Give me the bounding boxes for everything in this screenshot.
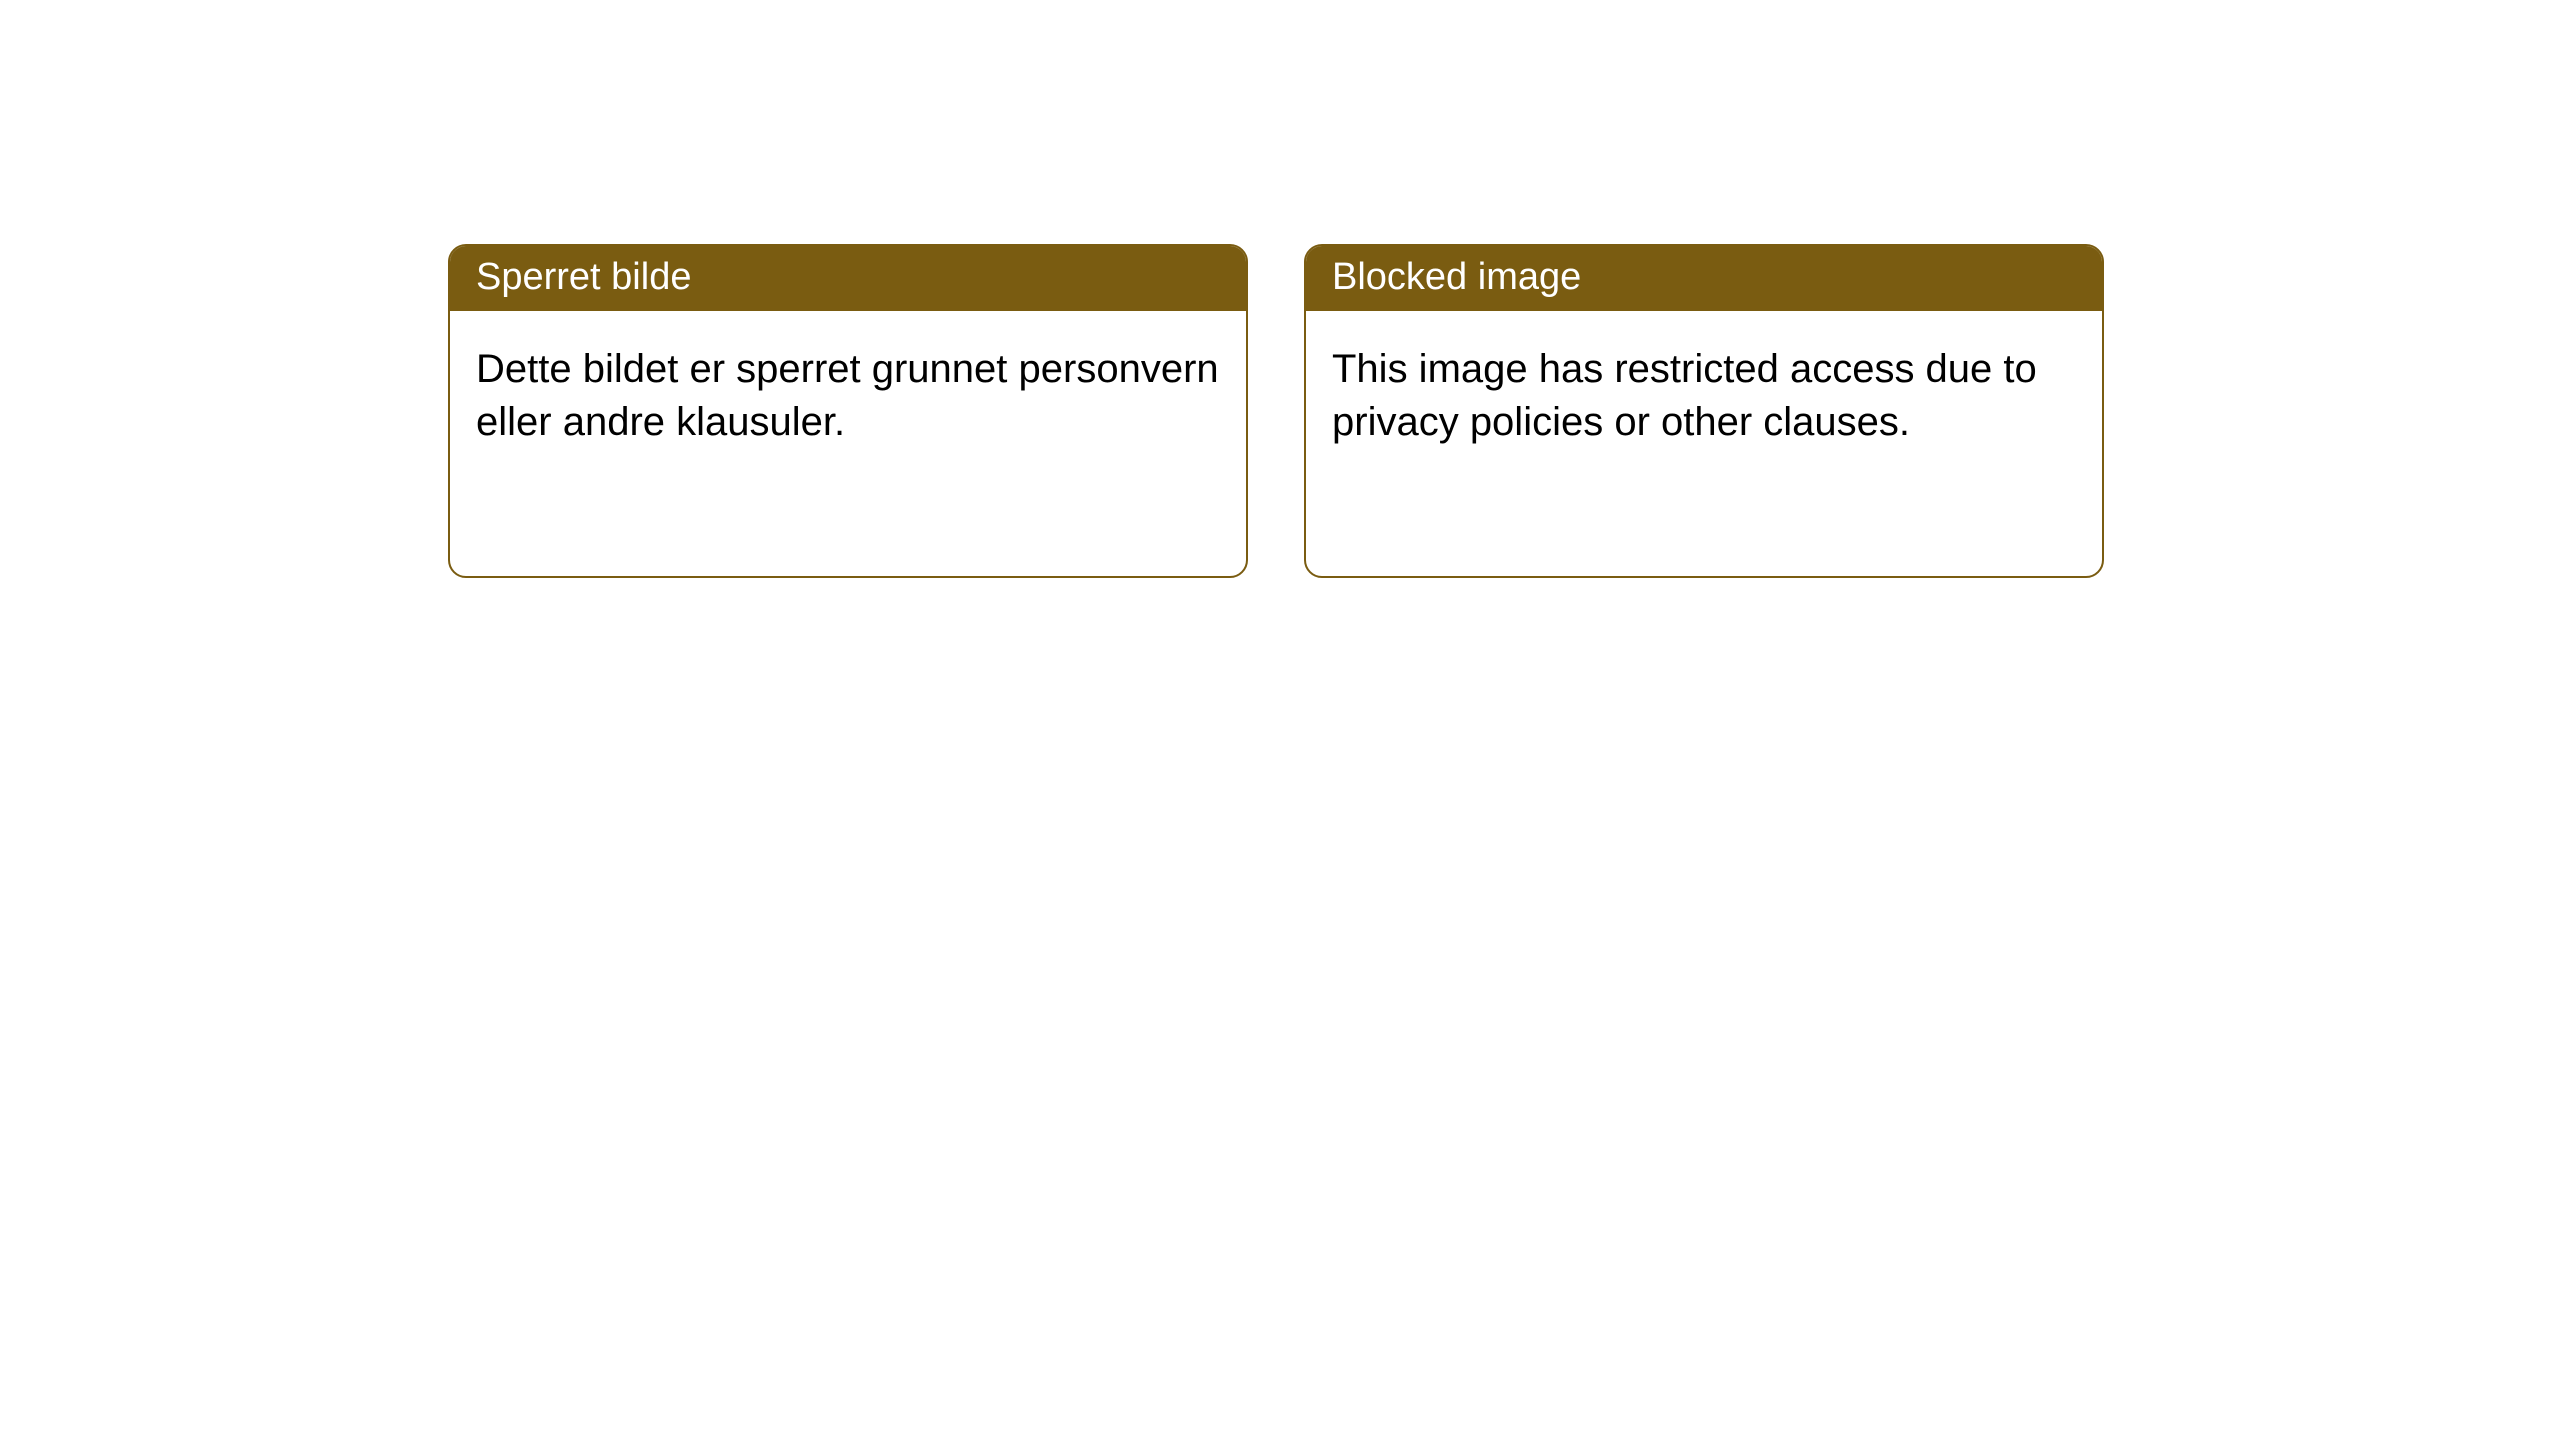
card-header-en: Blocked image xyxy=(1306,246,2102,311)
card-body-en: This image has restricted access due to … xyxy=(1306,311,2102,481)
card-title-no: Sperret bilde xyxy=(476,256,691,298)
card-header-no: Sperret bilde xyxy=(450,246,1246,311)
blocked-image-card-no: Sperret bilde Dette bildet er sperret gr… xyxy=(448,244,1248,578)
card-body-text-no: Dette bildet er sperret grunnet personve… xyxy=(476,347,1219,444)
card-body-text-en: This image has restricted access due to … xyxy=(1332,347,2037,444)
blocked-image-card-en: Blocked image This image has restricted … xyxy=(1304,244,2104,578)
card-body-no: Dette bildet er sperret grunnet personve… xyxy=(450,311,1246,481)
notice-cards-container: Sperret bilde Dette bildet er sperret gr… xyxy=(448,244,2104,578)
card-title-en: Blocked image xyxy=(1332,256,1581,298)
